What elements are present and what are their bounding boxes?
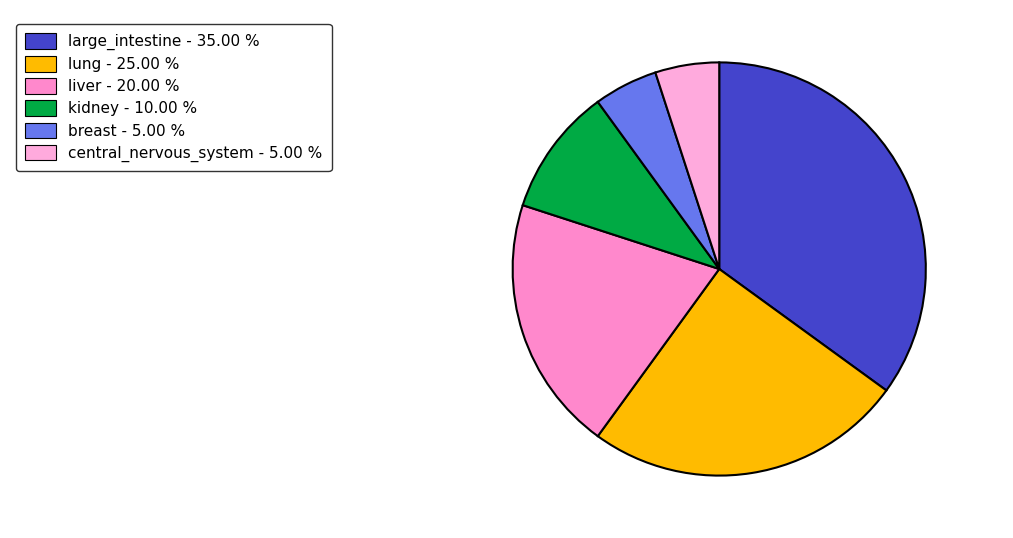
Wedge shape — [523, 102, 719, 269]
Wedge shape — [598, 269, 886, 476]
Wedge shape — [719, 62, 926, 391]
Wedge shape — [513, 205, 719, 436]
Wedge shape — [655, 62, 719, 269]
Wedge shape — [598, 73, 719, 269]
Legend: large_intestine - 35.00 %, lung - 25.00 %, liver - 20.00 %, kidney - 10.00 %, br: large_intestine - 35.00 %, lung - 25.00 … — [16, 24, 331, 171]
